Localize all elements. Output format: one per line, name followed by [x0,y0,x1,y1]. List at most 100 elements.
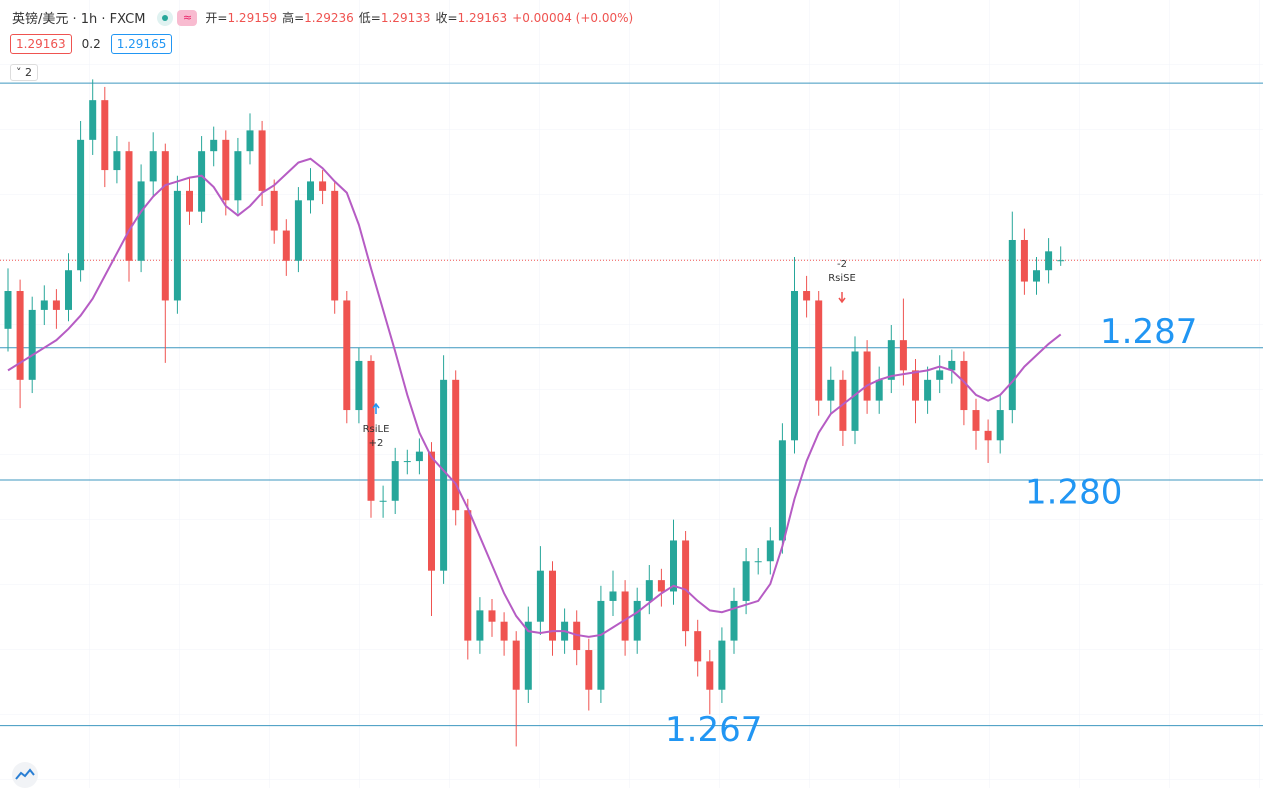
candle-body [694,631,702,662]
candle-body [391,461,399,501]
candle-body [912,370,919,401]
signal-label: RsiLE [363,424,390,435]
candle-body [512,640,520,690]
candle-body [89,100,97,140]
candle-body [899,340,907,371]
candle-body [319,181,327,191]
candle-body [657,580,665,592]
candle-body [633,600,641,641]
logo[interactable] [12,762,38,788]
candle-body [331,190,339,301]
candle-body [258,130,266,191]
signal-arrow [372,402,380,414]
candle-body [524,621,532,690]
signal-label: RsiSE [828,273,856,284]
signal-qty: -2 [837,259,847,270]
ohlc: 开=1.29159 高=1.29236 低=1.29133 收=1.29163 [205,9,512,26]
candle-body [585,650,593,690]
candle-body [476,610,484,641]
candle-body [827,379,835,401]
spread: 0.2 [81,37,101,51]
candle-body [198,151,206,212]
candle-body [670,540,677,592]
candle-body [452,379,460,511]
ohlc-value: 1.29133 [380,11,431,25]
candle-body [294,200,302,261]
signal-arrow [838,292,846,304]
candle-body [1033,270,1040,282]
candle-body [173,190,181,301]
candle-body [609,591,617,601]
bid[interactable]: 1.29163 [10,34,72,54]
candle-body [597,600,605,690]
candle-body [246,130,254,152]
signal-qty: +2 [369,438,384,449]
ohlc-label: 收= [435,11,458,25]
candle-body [28,309,36,380]
candle-body [851,351,859,431]
candle-body [706,661,714,690]
candle-body [803,291,811,301]
candle-body [718,640,726,690]
candle-body [730,600,738,641]
candle-body [948,360,956,371]
candle-body [4,291,12,329]
candle-body [621,591,629,641]
indicator-count: 2 [25,66,32,79]
candle-body [113,151,121,171]
ohlc-label: 开= [205,11,228,25]
level-label: 1.280 [1025,472,1122,512]
candle-body [464,510,472,641]
candle-body [996,410,1004,441]
plot: 1.287 1.280 1.267 RsiLE +2 -2 RsiSE [0,79,1263,750]
candle-body [682,540,690,632]
candle-body [972,410,980,431]
level-label: 1.267 [665,710,762,750]
candle-body [186,190,193,212]
candle-body [1020,239,1028,282]
ohlc-label: 低= [358,11,381,25]
candle-body [936,370,944,380]
candle-body [367,360,375,501]
candle-body [440,379,448,571]
candle-body [960,360,968,411]
quote-row: 1.29163 0.2 1.29165 [10,34,173,54]
ohlc-label: 高= [282,11,305,25]
candle-body [40,300,48,310]
ask[interactable]: 1.29165 [110,34,173,54]
candle-body [222,139,230,201]
candle-body [137,181,145,261]
indicator-toggle[interactable]: ˅ 2 [10,64,38,81]
status-icon [157,9,174,26]
candle-body [52,300,60,310]
candle-body [754,561,762,563]
candle-body [270,190,278,231]
candle-body [766,540,774,562]
candle-body [1008,239,1016,411]
candle-body [415,451,423,462]
candle-body [984,430,992,441]
ohlc-value: 1.29163 [457,11,508,25]
candle-body [536,570,544,622]
candle-body [887,340,895,380]
ohlc-value: 1.29159 [227,11,278,25]
candle-body [16,291,24,380]
candle-body [488,610,496,622]
candle-body [234,151,242,201]
candle-body [161,151,169,301]
candle-body [815,300,823,401]
candle-body [791,291,798,441]
candle-body [924,379,932,401]
candle-body [778,440,786,541]
candle-body [645,580,653,601]
status-icon: ≈ [177,9,198,26]
moving-average [7,157,1062,638]
candle-body [282,230,290,261]
candle-body [549,570,556,641]
level-label: 1.287 [1100,312,1197,352]
candle-body [343,300,351,411]
symbol[interactable]: 英镑/美元 · 1h · FXCM [12,12,146,27]
candle-body [101,100,109,171]
